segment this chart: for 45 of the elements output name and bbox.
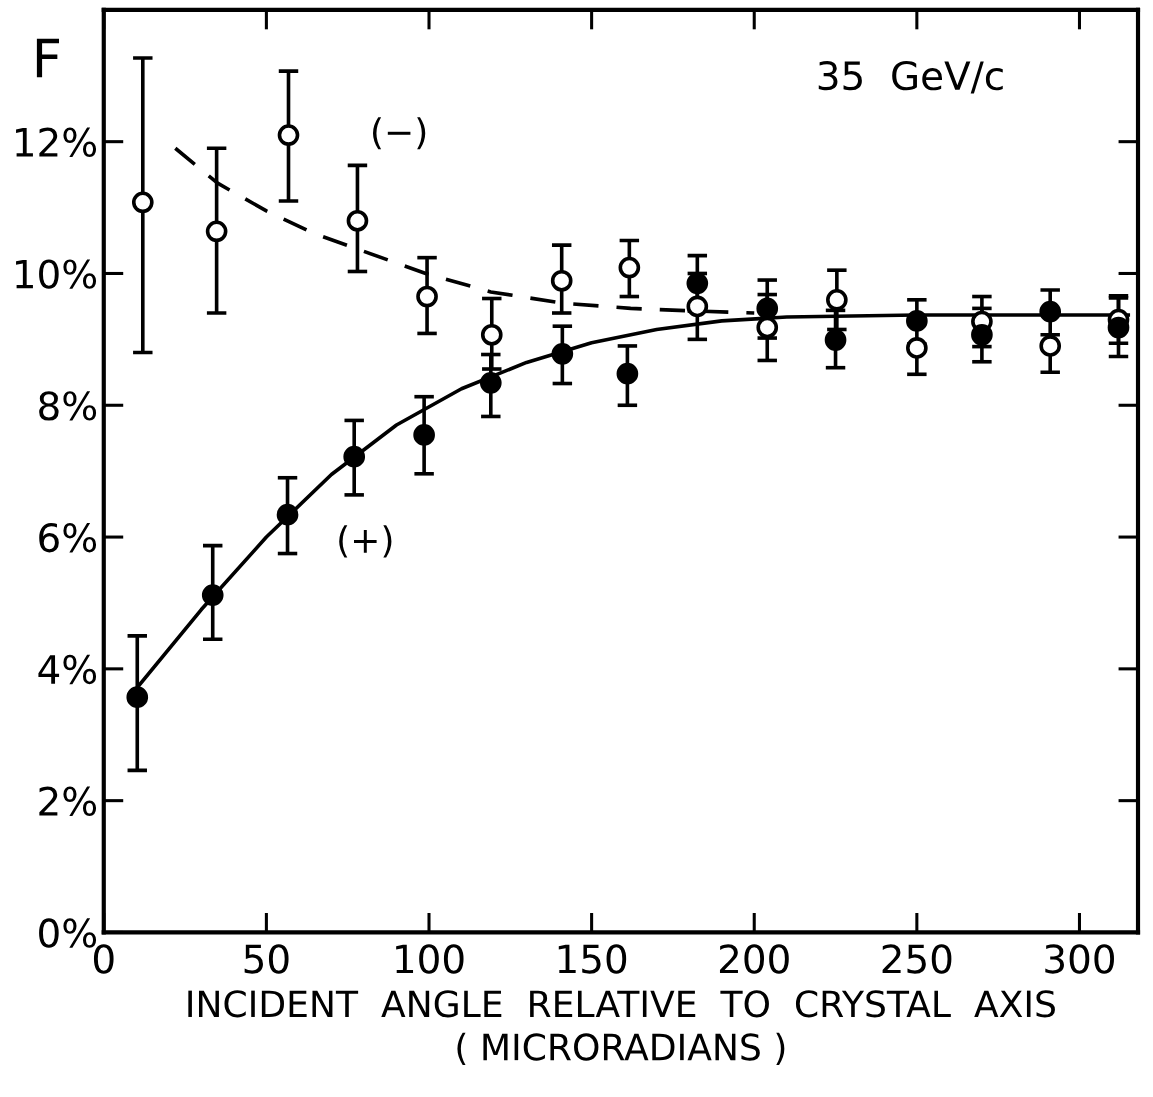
annotation: 35 GeV/c (818, 60, 1003, 94)
x-tick-label: 100 (396, 944, 464, 974)
point (826, 288, 848, 311)
point (126, 686, 149, 709)
point (1107, 316, 1130, 339)
point (131, 191, 154, 214)
y-tick-label: 2% (39, 786, 97, 816)
x-tick-label: 250 (882, 944, 952, 974)
point (756, 297, 779, 320)
point (343, 445, 366, 468)
point (906, 310, 928, 332)
point (413, 424, 435, 446)
series-label: (−) (373, 117, 426, 150)
y-tick-label: 12% (16, 127, 97, 157)
point (276, 503, 299, 526)
point (346, 209, 369, 232)
y-tick-label: 8% (39, 391, 97, 421)
point (416, 285, 438, 308)
x-tick-label: 50 (244, 944, 289, 974)
x-tick-label: 200 (719, 944, 789, 974)
point (971, 323, 993, 346)
point (479, 372, 502, 394)
point (201, 584, 224, 606)
y-axis-title: F (36, 38, 59, 78)
x-tick-label: 300 (1045, 944, 1114, 974)
series-label: (+) (339, 525, 392, 558)
point (618, 256, 641, 279)
y-tick-label: 10% (16, 259, 97, 289)
point (686, 295, 709, 318)
point (480, 323, 503, 346)
point (756, 316, 779, 339)
point (205, 220, 228, 243)
point (550, 269, 573, 292)
y-tick-label: 6% (39, 522, 97, 553)
point (1039, 335, 1062, 357)
point (686, 272, 709, 295)
point (906, 337, 928, 359)
y-tick-label: 4% (38, 654, 97, 685)
point (277, 124, 300, 146)
x-axis-title: INCIDENT ANGLE RELATIVE TO CRYSTAL AXIS ( MICRORADIANS ) (188, 990, 1055, 1065)
point (616, 362, 639, 385)
x-tick-label: 150 (558, 944, 627, 974)
point (551, 343, 574, 365)
point (824, 329, 847, 351)
point (1039, 300, 1062, 323)
